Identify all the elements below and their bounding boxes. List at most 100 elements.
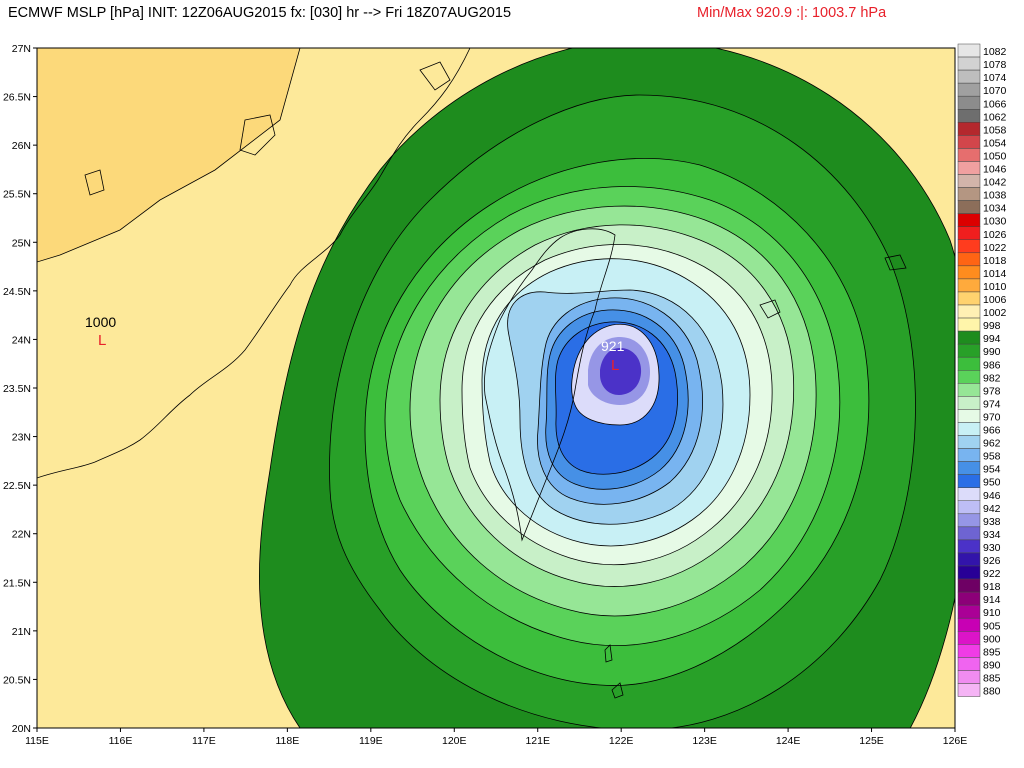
min-max-readout: Min/Max 920.9 :|: 1003.7 hPa xyxy=(697,5,887,21)
lat-tick-label: 20N xyxy=(12,723,31,735)
legend-label: 1070 xyxy=(983,85,1007,97)
legend-label: 954 xyxy=(983,464,1001,476)
legend-swatch xyxy=(957,409,981,423)
legend-swatch xyxy=(957,252,981,267)
lat-tick-label: 21N xyxy=(12,626,31,638)
lat-tick-label: 21.5N xyxy=(3,577,31,589)
lon-tick-label: 121E xyxy=(525,735,550,747)
legend-label: 958 xyxy=(983,451,1001,463)
island-east xyxy=(759,299,781,319)
legend-swatch xyxy=(957,213,981,227)
legend-swatch xyxy=(957,591,981,606)
legend-label: 1050 xyxy=(983,150,1007,162)
legend-swatch xyxy=(957,448,981,462)
lat-tick-label: 22.5N xyxy=(3,480,31,492)
island-south-1 xyxy=(604,644,613,663)
legend-label: 986 xyxy=(983,359,1001,371)
legend-label: 1018 xyxy=(983,255,1007,267)
legend-swatch xyxy=(957,578,981,593)
lon-tick-label: 116E xyxy=(109,735,133,747)
legend-swatch xyxy=(957,82,981,97)
island-south-2 xyxy=(611,682,624,699)
legend-label: 934 xyxy=(983,529,1001,541)
legend-swatch xyxy=(957,644,981,658)
legend-label: 1022 xyxy=(983,242,1007,254)
legend-swatch xyxy=(957,343,981,358)
legend-swatch xyxy=(957,370,981,384)
island-nw-2 xyxy=(239,114,276,156)
legend-label: 1006 xyxy=(983,294,1007,306)
legend-label: 966 xyxy=(983,425,1001,437)
legend-label: 962 xyxy=(983,438,1001,450)
legend-swatch xyxy=(957,317,981,332)
lat-tick-label: 26.5N xyxy=(3,92,31,104)
legend-swatch xyxy=(957,43,981,58)
lat-tick-label: 24N xyxy=(12,334,31,346)
legend-swatch xyxy=(957,500,981,515)
lon-tick-label: 123E xyxy=(692,735,717,747)
legend-swatch xyxy=(957,69,981,84)
legend-label: 998 xyxy=(983,320,1001,332)
legend-swatch xyxy=(957,383,981,397)
legend-swatch xyxy=(957,109,981,123)
legend-label: 978 xyxy=(983,385,1001,397)
legend-swatch xyxy=(957,617,981,632)
legend-label: 930 xyxy=(983,542,1001,554)
lon-tick-label: 122E xyxy=(609,735,634,747)
legend-label: 1030 xyxy=(983,216,1007,228)
lon-tick-label: 124E xyxy=(776,735,801,747)
legend-swatch xyxy=(957,291,981,306)
legend-label: 990 xyxy=(983,346,1001,358)
map-plot-area xyxy=(37,48,955,728)
legend-swatch xyxy=(957,670,981,684)
legend-swatch xyxy=(957,631,981,645)
legend-swatch xyxy=(957,513,981,528)
legend-label: 922 xyxy=(983,568,1001,580)
legend-label: 910 xyxy=(983,607,1001,619)
legend-label: 970 xyxy=(983,411,1001,423)
legend-swatch xyxy=(957,474,981,488)
legend-label: 1054 xyxy=(983,137,1007,149)
coastlines xyxy=(37,48,907,699)
legend-label: 982 xyxy=(983,372,1001,384)
legend-swatch xyxy=(957,304,981,319)
legend-swatch xyxy=(957,239,981,254)
legend-swatch xyxy=(957,56,981,71)
legend-swatch xyxy=(957,552,981,567)
legend-label: 918 xyxy=(983,581,1001,593)
lat-tick-label: 22N xyxy=(12,529,31,541)
legend-label: 1062 xyxy=(983,111,1007,123)
legend-label: 1074 xyxy=(983,72,1007,84)
legend-swatch xyxy=(957,657,981,671)
low-west-value: 1000 xyxy=(85,314,116,330)
longitude-axis: 115E 116E 117E 118E 119E 120E 121E 122E 123E 124E… xyxy=(25,728,967,747)
legend-swatch xyxy=(957,396,981,410)
legend-label: 1046 xyxy=(983,164,1007,176)
lon-tick-label: 118E xyxy=(275,735,299,747)
legend-swatch xyxy=(957,356,981,371)
lon-tick-label: 119E xyxy=(359,735,383,747)
island-ne xyxy=(884,254,907,271)
lat-tick-label: 24.5N xyxy=(3,286,31,298)
legend-swatch xyxy=(957,174,981,188)
legend-label: 1026 xyxy=(983,229,1007,241)
legend-label: 938 xyxy=(983,516,1001,528)
lon-tick-label: 126E xyxy=(943,735,968,747)
map-title: ECMWF MSLP [hPa] INIT: 12Z06AUG2015 fx: … xyxy=(8,5,512,21)
legend-swatch xyxy=(957,265,981,280)
legend-label: 946 xyxy=(983,490,1001,502)
legend-swatch xyxy=(957,330,981,345)
contour-930 xyxy=(600,348,642,395)
legend-swatch xyxy=(957,526,981,541)
lon-tick-label: 120E xyxy=(442,735,467,747)
legend-swatch xyxy=(957,226,981,240)
legend-swatch xyxy=(957,148,981,162)
island-nw-1 xyxy=(84,169,105,196)
legend-swatch xyxy=(957,683,981,697)
legend-swatch xyxy=(957,422,981,436)
legend-swatch xyxy=(957,461,981,475)
lat-tick-label: 25.5N xyxy=(3,189,31,201)
legend-label: 1082 xyxy=(983,46,1007,58)
legend-label: 1058 xyxy=(983,124,1007,136)
